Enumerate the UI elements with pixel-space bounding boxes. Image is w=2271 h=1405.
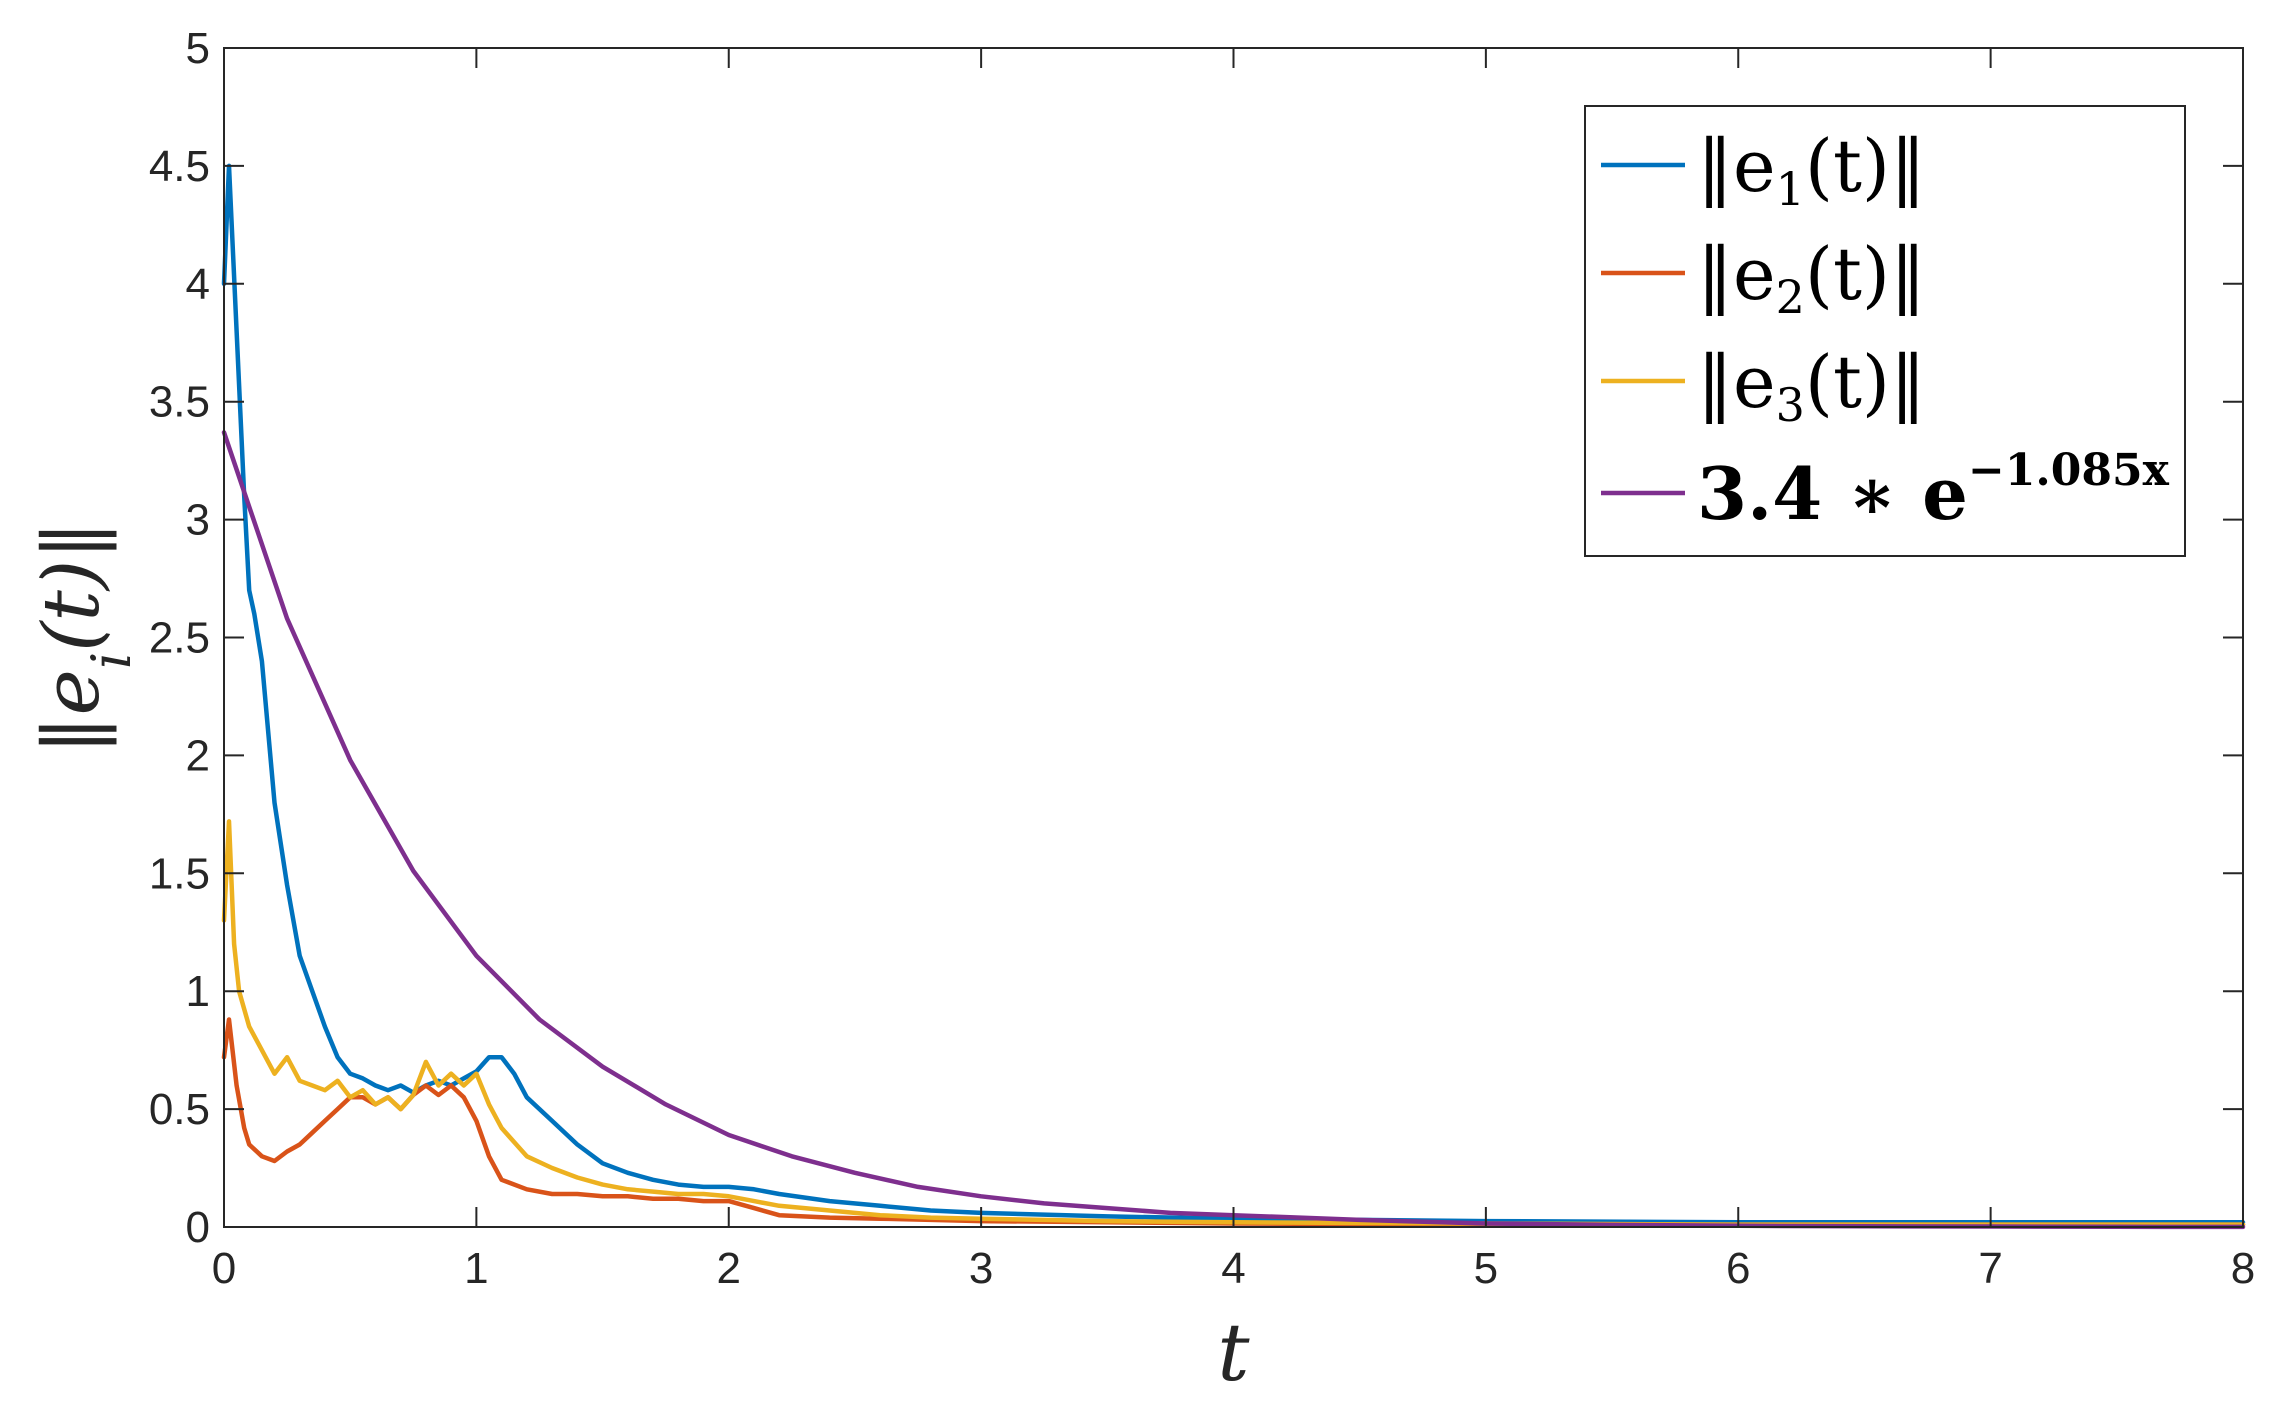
y-tick-label: 2.5 [149, 614, 210, 663]
y-tick-label: 4 [186, 260, 210, 309]
series-line-1 [221, 163, 2246, 1225]
y-tick-label: 3.5 [149, 378, 210, 427]
x-tick-label: 8 [2231, 1244, 2255, 1293]
x-tick-label: 3 [969, 1244, 993, 1293]
y-axis-label: ‖ei(t)‖ [27, 521, 143, 755]
y-tick-label: 4.5 [149, 142, 210, 191]
y-tick-label: 5 [186, 24, 210, 73]
legend-label-3: ‖e3(t)‖ [1697, 340, 1926, 432]
x-tick-label: 0 [212, 1244, 236, 1293]
y-tick-label: 0 [186, 1203, 210, 1252]
x-tick-label: 5 [1474, 1244, 1498, 1293]
legend: ‖e1(t)‖ ‖e2(t)‖ ‖e3(t)‖ 3.4 ∗ e−1.085x [1584, 105, 2186, 557]
y-tick-label: 1.5 [149, 849, 210, 898]
y-tick-label: 1 [186, 967, 210, 1016]
legend-label-2: ‖e2(t)‖ [1697, 232, 1926, 324]
axes-layer: 0 1 2 3 4 5 6 7 8 0 0.5 1 1.5 2 2.5 3 3.5 4 4.5 5 t ‖ei(t)‖ [27, 24, 2255, 1399]
x-tick-label: 1 [464, 1244, 488, 1293]
x-tick-label: 4 [1221, 1244, 1245, 1293]
y-tick-label: 3 [186, 496, 210, 545]
y-tick-label: 2 [186, 731, 210, 780]
y-tick-label: 0.5 [149, 1085, 210, 1134]
x-tick-label: 2 [717, 1244, 741, 1293]
x-tick-label: 6 [1726, 1244, 1750, 1293]
legend-label-4: 3.4 ∗ e−1.085x [1697, 445, 2170, 536]
series-line-2 [221, 1017, 2246, 1227]
series-layer [221, 163, 2246, 1230]
x-tick-label: 7 [1978, 1244, 2002, 1293]
legend-label-1: ‖e1(t)‖ [1697, 124, 1926, 216]
series-line-3 [221, 819, 2246, 1227]
legend-box [1584, 105, 2186, 557]
x-axis-label: t [1217, 1306, 1250, 1399]
